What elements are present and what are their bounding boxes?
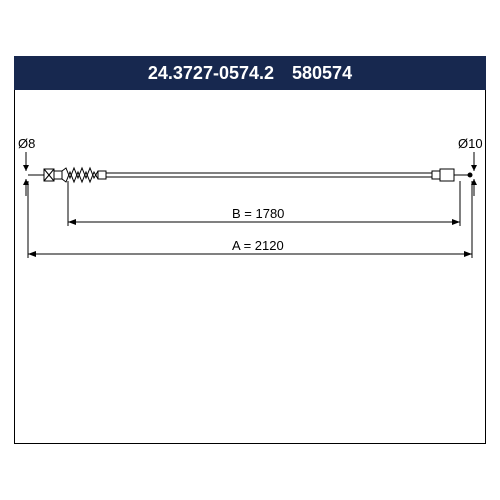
technical-drawing [0,0,500,500]
